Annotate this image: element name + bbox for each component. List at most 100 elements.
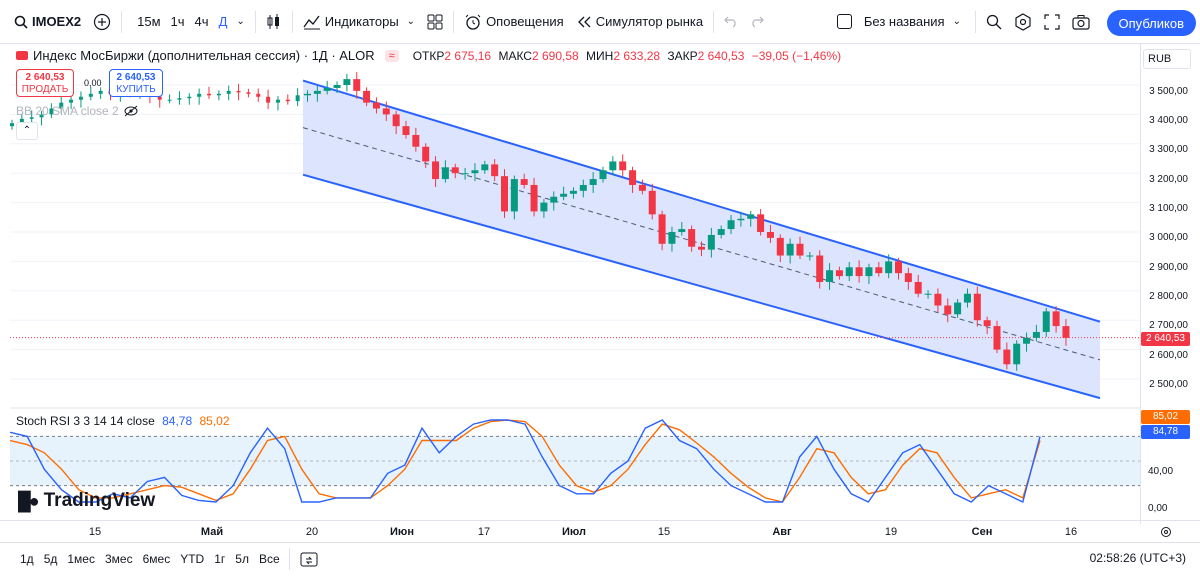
candle-body (226, 90, 231, 94)
search-icon (14, 15, 28, 29)
buy-button[interactable]: 2 640,53 КУПИТЬ (109, 69, 163, 97)
range-button[interactable]: YTD (180, 551, 205, 566)
timeframe-1d[interactable]: Д (218, 14, 228, 29)
layout-checkbox[interactable] (836, 14, 852, 29)
candle-body (688, 229, 696, 247)
replay-button[interactable]: Симулятор рынка (570, 0, 709, 44)
chart-type-button[interactable] (260, 0, 288, 44)
time-axis-label: 15 (657, 526, 671, 538)
candle-body (560, 193, 568, 197)
chevron-down-icon[interactable]: ⌄ (236, 16, 245, 27)
candle-body (167, 99, 172, 101)
time-axis[interactable]: 15 Май 20 Июн 17 Июл 15 Авг 19 Сен 16 (0, 520, 1200, 542)
grid-icon (427, 14, 443, 29)
divider (254, 10, 256, 33)
open-key: ОТКР (412, 48, 445, 63)
time-axis-label: 15 (88, 526, 102, 538)
range-button[interactable]: 5л (235, 551, 249, 566)
replay-label: Симулятор рынка (595, 14, 704, 29)
range-button[interactable]: 1мес (67, 551, 95, 566)
fullscreen-button[interactable] (1038, 0, 1066, 44)
stoch-k-value: 84,78 (162, 414, 193, 428)
collapse-legend-button[interactable]: ⌃ (16, 122, 38, 140)
channel-lower-line (302, 173, 1101, 400)
bb-indicator-label[interactable]: BB 20 SMA close 2 (16, 104, 138, 118)
price-axis[interactable]: 3 500,00 3 400,00 3 300,00 3 200,00 3 100,00… (1140, 44, 1200, 524)
alerts-button[interactable]: Оповещения (458, 0, 570, 44)
range-button[interactable]: 6мес (142, 551, 171, 566)
candle-body (638, 184, 646, 191)
range-button[interactable]: 1г (214, 551, 226, 566)
sell-button[interactable]: 2 640,53 ПРОДАТЬ (16, 69, 74, 97)
range-button[interactable]: 5д (43, 551, 58, 566)
divider (453, 10, 455, 33)
clock[interactable]: 02:58:26 (UTC+3) (1089, 551, 1186, 565)
indicators-icon (303, 15, 320, 29)
layout-name-button[interactable]: Без названия ⌄ (831, 0, 967, 44)
candle-body (304, 93, 311, 96)
timeframe-15m[interactable]: 15м (137, 14, 161, 29)
candle-body (983, 320, 991, 327)
undo-icon (724, 16, 736, 28)
candle-body (59, 102, 64, 109)
price-axis-label: 2 900,00 (1149, 262, 1188, 273)
candle-body (796, 243, 804, 256)
regression-channel-fill (303, 80, 1100, 399)
stoch-rsi-legend[interactable]: Stoch RSI 3 3 14 14 close 84,78 85,02 (16, 414, 230, 428)
candle-body (402, 126, 410, 135)
candle-body (49, 108, 54, 115)
candle-body (895, 261, 902, 274)
indicators-button[interactable]: Индикаторы ⌄ (297, 0, 421, 44)
templates-button[interactable] (421, 0, 449, 44)
gear-icon[interactable] (1160, 526, 1172, 538)
rewind-icon (577, 16, 591, 27)
currency-selector[interactable]: RUB (1143, 49, 1191, 69)
candle-body (658, 214, 666, 244)
snapshot-button[interactable] (1066, 0, 1096, 44)
candle-body (501, 176, 508, 212)
candle-body (207, 93, 211, 96)
candle-body (826, 270, 834, 282)
range-button[interactable]: 3мес (104, 551, 133, 566)
candle-body (540, 202, 548, 212)
range-button[interactable]: Все (258, 551, 280, 566)
candle-body (855, 267, 863, 277)
settings-button[interactable] (1008, 0, 1038, 44)
goto-date-icon[interactable] (300, 551, 318, 567)
main-chart[interactable] (10, 44, 1140, 524)
candle-body (1052, 311, 1060, 327)
quick-search-button[interactable] (980, 0, 1008, 44)
symbol-search-button[interactable]: IMOEX2 (0, 0, 87, 44)
time-axis-label: Июн (390, 526, 414, 538)
stoch-axis-label: 0,00 (1148, 503, 1168, 514)
open-value: 2 675,16 (444, 48, 492, 63)
chart-title[interactable]: Индекс МосБиржи (дополнительная сессия) … (33, 48, 375, 63)
candle-body (461, 173, 469, 175)
candle-body (313, 90, 321, 94)
camera-icon (1072, 14, 1090, 30)
close-key: ЗАКР (667, 48, 698, 63)
eye-off-icon[interactable] (124, 105, 138, 117)
high-key: МАКС (498, 48, 532, 63)
redo-icon (752, 16, 764, 28)
candle-body (845, 267, 853, 277)
range-button[interactable]: 1д (20, 551, 34, 566)
symbol-flag-icon (16, 51, 28, 60)
candle-body (295, 95, 300, 102)
candle-body (1062, 326, 1070, 338)
plus-circle-icon (94, 13, 111, 30)
candle-body (629, 170, 637, 185)
candle-body (579, 184, 587, 191)
timeframe-1h[interactable]: 1ч (170, 14, 185, 29)
candle-body (520, 179, 528, 185)
candle-body (441, 167, 449, 180)
timeframe-4h[interactable]: 4ч (194, 14, 209, 29)
chevron-down-icon: ⌄ (952, 16, 961, 27)
publish-button[interactable]: Опубликов (1106, 10, 1196, 36)
undo-button[interactable] (718, 0, 744, 44)
redo-button[interactable] (744, 0, 770, 44)
candle-body (609, 161, 617, 171)
compare-button[interactable] (87, 0, 117, 44)
gear-icon (1015, 12, 1031, 31)
